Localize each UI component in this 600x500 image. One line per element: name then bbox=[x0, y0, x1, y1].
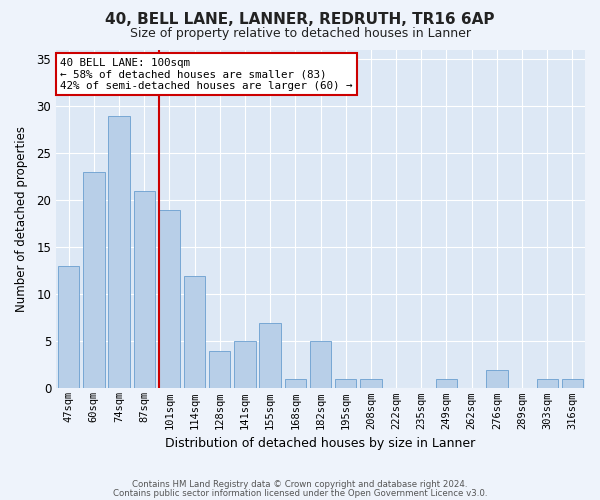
Bar bbox=[536, 379, 558, 388]
Bar bbox=[259, 322, 281, 388]
Bar bbox=[184, 276, 205, 388]
Bar bbox=[335, 379, 356, 388]
Bar bbox=[310, 342, 331, 388]
Text: Contains HM Land Registry data © Crown copyright and database right 2024.: Contains HM Land Registry data © Crown c… bbox=[132, 480, 468, 489]
X-axis label: Distribution of detached houses by size in Lanner: Distribution of detached houses by size … bbox=[166, 437, 476, 450]
Bar bbox=[562, 379, 583, 388]
Text: Size of property relative to detached houses in Lanner: Size of property relative to detached ho… bbox=[130, 28, 470, 40]
Bar bbox=[486, 370, 508, 388]
Bar bbox=[209, 351, 230, 389]
Text: 40 BELL LANE: 100sqm
← 58% of detached houses are smaller (83)
42% of semi-detac: 40 BELL LANE: 100sqm ← 58% of detached h… bbox=[60, 58, 352, 90]
Bar bbox=[436, 379, 457, 388]
Text: 40, BELL LANE, LANNER, REDRUTH, TR16 6AP: 40, BELL LANE, LANNER, REDRUTH, TR16 6AP bbox=[105, 12, 495, 28]
Bar bbox=[134, 191, 155, 388]
Bar bbox=[159, 210, 180, 388]
Bar bbox=[83, 172, 104, 388]
Y-axis label: Number of detached properties: Number of detached properties bbox=[15, 126, 28, 312]
Bar bbox=[284, 379, 306, 388]
Bar bbox=[109, 116, 130, 388]
Bar bbox=[58, 266, 79, 388]
Text: Contains public sector information licensed under the Open Government Licence v3: Contains public sector information licen… bbox=[113, 490, 487, 498]
Bar bbox=[360, 379, 382, 388]
Bar bbox=[234, 342, 256, 388]
